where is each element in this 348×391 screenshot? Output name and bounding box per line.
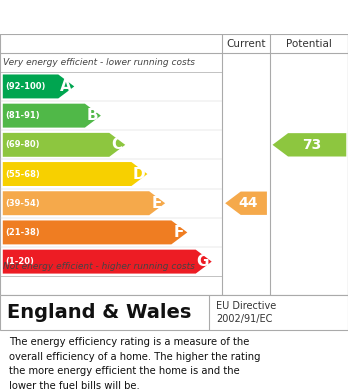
Text: (81-91): (81-91) bbox=[6, 111, 40, 120]
Text: F: F bbox=[173, 225, 184, 240]
Text: England & Wales: England & Wales bbox=[7, 303, 191, 322]
Text: Potential: Potential bbox=[286, 39, 332, 48]
Text: 44: 44 bbox=[239, 196, 258, 210]
Text: Very energy efficient - lower running costs: Very energy efficient - lower running co… bbox=[3, 58, 195, 67]
Text: Current: Current bbox=[226, 39, 266, 48]
Text: E: E bbox=[151, 196, 161, 211]
Polygon shape bbox=[3, 221, 187, 244]
Text: G: G bbox=[197, 254, 209, 269]
Text: Energy Efficiency Rating: Energy Efficiency Rating bbox=[9, 9, 230, 25]
Text: EU Directive
2002/91/EC: EU Directive 2002/91/EC bbox=[216, 301, 276, 324]
Polygon shape bbox=[3, 74, 74, 99]
Text: (55-68): (55-68) bbox=[6, 170, 40, 179]
Text: A: A bbox=[60, 79, 71, 94]
Polygon shape bbox=[3, 162, 148, 186]
Text: (21-38): (21-38) bbox=[6, 228, 40, 237]
Text: 73: 73 bbox=[302, 138, 321, 152]
Text: (92-100): (92-100) bbox=[6, 82, 46, 91]
Polygon shape bbox=[3, 104, 101, 127]
Text: (69-80): (69-80) bbox=[6, 140, 40, 149]
Polygon shape bbox=[272, 133, 346, 156]
Polygon shape bbox=[3, 191, 165, 215]
Text: D: D bbox=[132, 167, 145, 181]
Text: (39-54): (39-54) bbox=[6, 199, 40, 208]
Text: C: C bbox=[111, 137, 122, 152]
Polygon shape bbox=[3, 133, 125, 157]
Text: B: B bbox=[86, 108, 98, 123]
Polygon shape bbox=[3, 249, 212, 274]
Text: The energy efficiency rating is a measure of the
overall efficiency of a home. T: The energy efficiency rating is a measur… bbox=[9, 337, 260, 391]
Polygon shape bbox=[225, 192, 267, 215]
Text: Not energy efficient - higher running costs: Not energy efficient - higher running co… bbox=[3, 262, 195, 271]
Text: (1-20): (1-20) bbox=[6, 257, 34, 266]
